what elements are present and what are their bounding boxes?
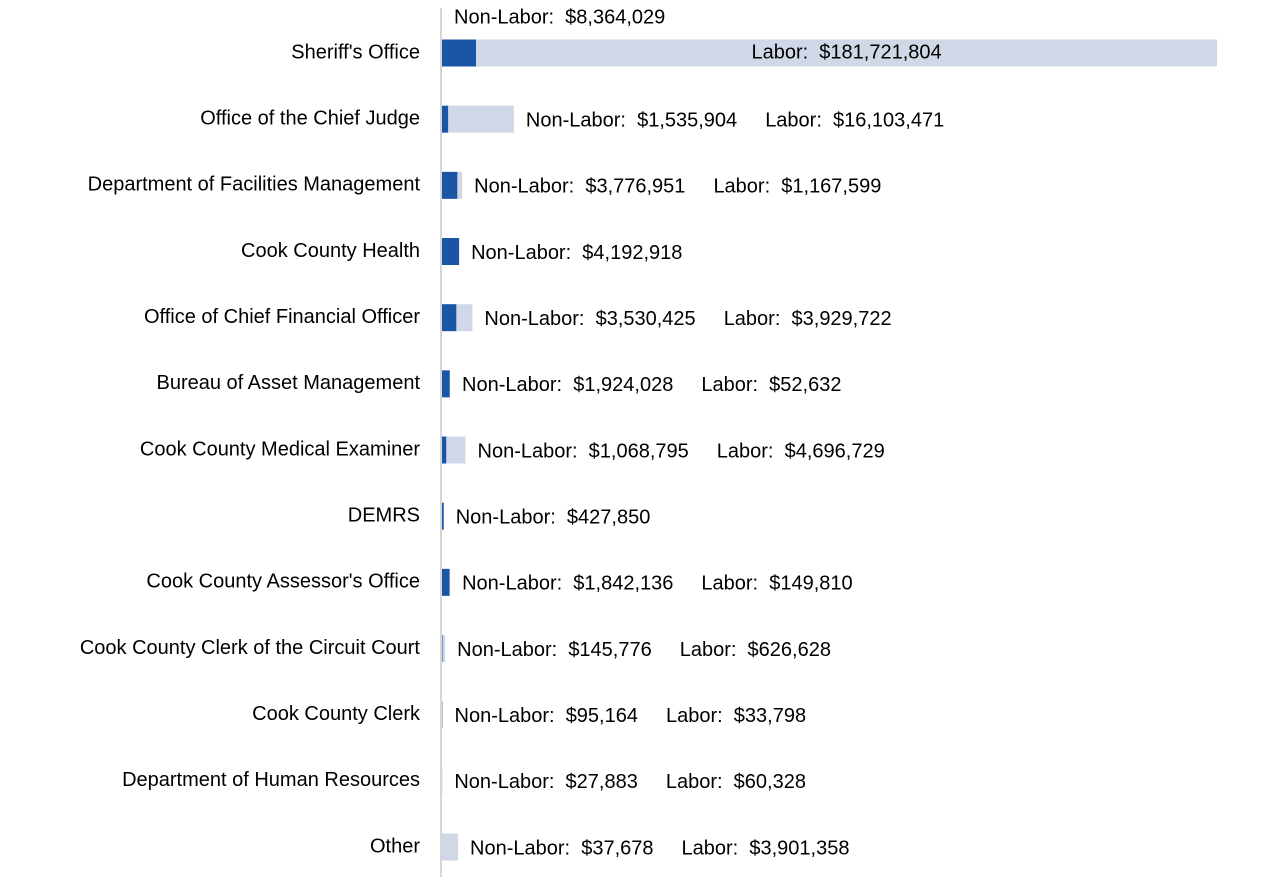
category-label: Sheriff's Office: [291, 41, 420, 63]
bar-segment: [476, 39, 1217, 67]
bar-segment: [442, 105, 449, 133]
bar-segment: [449, 568, 451, 596]
data-label: Non-Labor: $145,776: [457, 639, 652, 661]
category-label: Other: [370, 835, 420, 857]
data-label: Non-Labor: $27,883: [454, 771, 637, 793]
category-label: Department of Human Resources: [122, 769, 420, 791]
data-label: Non-Labor: $3,776,951: [474, 176, 685, 198]
bar-segment: [442, 171, 458, 199]
data-label: Non-Labor: $95,164: [455, 705, 638, 727]
category-label: Cook County Health: [241, 240, 420, 262]
bar-segment: [442, 436, 447, 464]
category-label: Cook County Clerk of the Circuit Court: [80, 637, 421, 659]
category-label: Office of the Chief Judge: [200, 107, 420, 129]
data-label: Labor: $16,103,471: [765, 109, 944, 131]
bar-segment: [448, 105, 514, 133]
data-label: Non-Labor: $1,068,795: [478, 440, 689, 462]
data-label: Labor: $1,167,599: [713, 176, 881, 198]
data-label: Labor: $60,328: [666, 771, 806, 793]
bar-segment: [442, 635, 443, 663]
bar-segment: [446, 436, 466, 464]
category-label: Cook County Medical Examiner: [140, 438, 420, 460]
bar-segment: [442, 370, 450, 398]
bar-segment: [442, 635, 446, 663]
data-label: Non-Labor: $3,530,425: [484, 308, 695, 330]
data-label: Non-Labor: $8,364,029: [454, 6, 665, 28]
category-label: Cook County Clerk: [252, 703, 421, 725]
bar-segment: [442, 833, 459, 861]
bar-segment: [442, 238, 460, 266]
data-label: Labor: $4,696,729: [717, 440, 885, 462]
data-label: Non-Labor: $4,192,918: [471, 242, 682, 264]
data-label: Non-Labor: $1,842,136: [462, 573, 673, 595]
bar-segment: [457, 171, 463, 199]
data-label: Labor: $3,901,358: [682, 837, 850, 859]
data-label: Non-Labor: $37,678: [470, 837, 653, 859]
bar-segment: [442, 304, 457, 332]
data-label: Labor: $181,721,804: [751, 41, 941, 63]
data-label: Non-Labor: $1,535,904: [526, 109, 737, 131]
category-label: Cook County Assessor's Office: [146, 571, 420, 593]
data-label: Non-Labor: $427,850: [456, 506, 651, 528]
data-label: Labor: $3,929,722: [724, 308, 892, 330]
data-label: Labor: $33,798: [666, 705, 806, 727]
data-label: Labor: $626,628: [680, 639, 831, 661]
data-label: Labor: $52,632: [701, 374, 841, 396]
category-label: Department of Facilities Management: [88, 174, 421, 196]
bar-segment: [442, 39, 477, 67]
bar-segment: [442, 502, 444, 530]
data-label: Labor: $149,810: [701, 573, 852, 595]
category-label: DEMRS: [348, 504, 420, 526]
category-label: Bureau of Asset Management: [157, 372, 421, 394]
bar-segment: [442, 568, 450, 596]
bar-segment: [456, 304, 473, 332]
category-label: Office of Chief Financial Officer: [144, 306, 420, 328]
data-label: Non-Labor: $1,924,028: [462, 374, 673, 396]
